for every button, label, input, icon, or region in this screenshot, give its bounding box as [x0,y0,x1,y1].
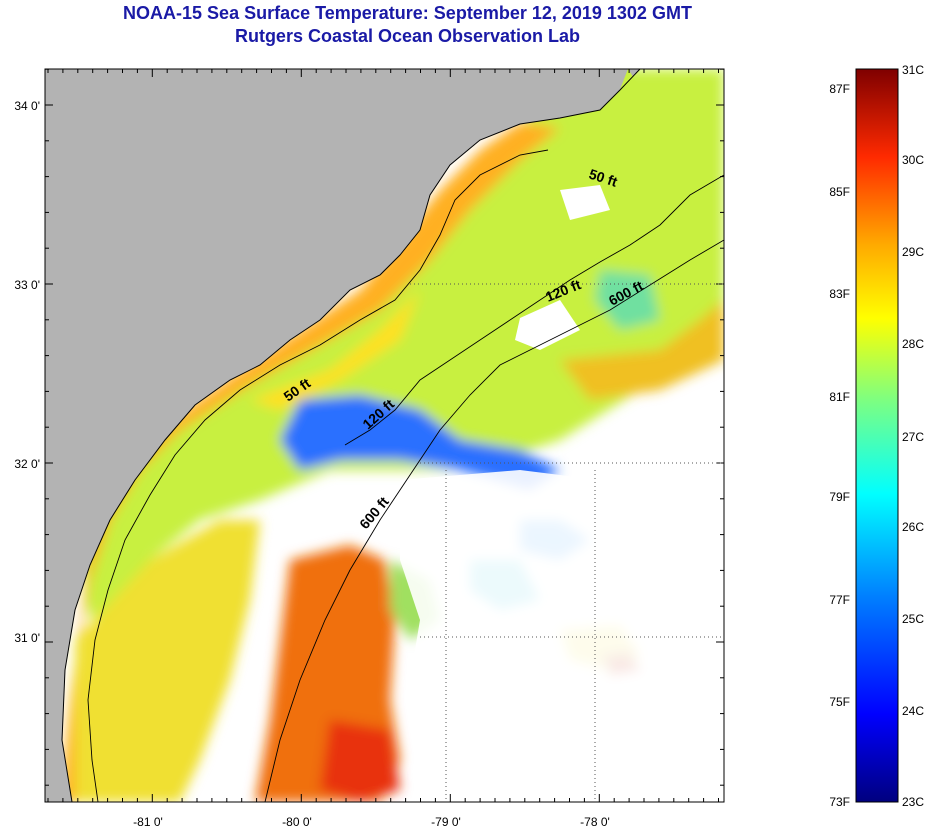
colorbar-label-87f: 87F [829,82,850,96]
colorbar-label-83f: 83F [829,287,850,301]
contour-600-ft [264,239,724,802]
colorbar-label-73f: 73F [829,795,850,809]
colorbar-label-23c: 23C [902,795,924,809]
land-mass [45,69,640,802]
contour-120-ft [344,174,724,446]
colorbar-label-26c: 26C [902,520,924,534]
no-data-area-north [515,300,580,350]
colorbar [855,68,899,803]
colorbar-label-85f: 85F [829,185,850,199]
lon-label-81: -81 0' [133,815,163,829]
colorbar-label-77f: 77F [829,593,850,607]
lon-label-79: -79 0' [431,815,461,829]
map-subtitle: Rutgers Coastal Ocean Observation Lab [234,26,581,46]
coastline [61,69,641,802]
map-panel [45,69,724,802]
axis-ticks [45,68,724,802]
lat-label-32: 32 0' [14,457,40,471]
colorbar-label-27c: 27C [902,430,924,444]
colorbar-label-75f: 75F [829,695,850,709]
lat-label-31: 31 0' [14,631,40,645]
lat-label-34: 34 0' [14,99,40,113]
colorbar-label-29c: 29C [902,245,924,259]
colorbar-label-25c: 25C [902,612,924,626]
colorbar-label-81f: 81F [829,390,850,404]
colorbar-label-30c: 30C [902,153,924,167]
land-inlet-water [610,69,655,140]
contour-50-ft [87,149,549,802]
lon-label-78: -78 0' [580,815,610,829]
graticule [410,283,724,802]
lon-label-80: -80 0' [282,815,312,829]
colorbar-label-24c: 24C [902,704,924,718]
lat-label-33: 33 0' [14,278,40,292]
colorbar-label-28c: 28C [902,337,924,351]
colorbar-label-31c: 31C [902,63,924,77]
map-title: NOAA-15 Sea Surface Temperature: Septemb… [123,3,692,23]
colorbar-label-79f: 79F [829,490,850,504]
no-data-area-south-east [400,470,724,802]
no-data-area-mid-shelf [560,185,610,220]
map-frame [44,68,725,803]
